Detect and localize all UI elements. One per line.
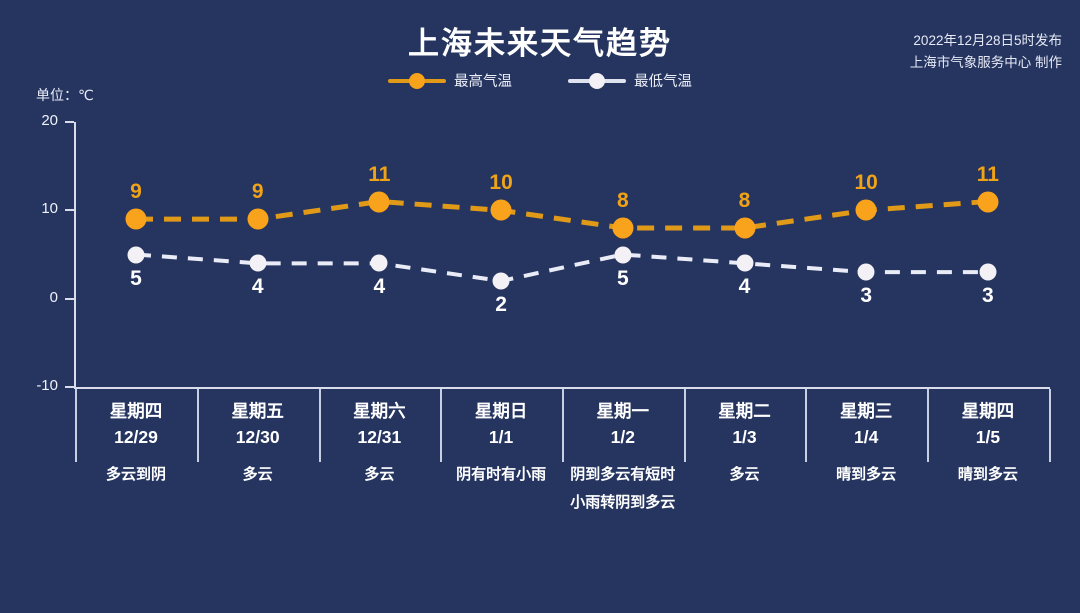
data-point-low: [370, 254, 388, 272]
y-tick-mark: [65, 297, 74, 300]
data-point-high: [126, 209, 146, 229]
day-condition-label: 晴到多云: [957, 466, 1018, 483]
x-axis-line: [74, 387, 1050, 389]
data-point-high: [978, 192, 998, 211]
day-condition-label: 阴有时有小雨: [456, 466, 547, 483]
y-tick-label: 20: [41, 112, 58, 129]
day-weekday-label: 星期二: [718, 401, 771, 421]
day-column: 星期一 1/2 阴到多云有短时小雨转阴到多云: [562, 398, 683, 517]
day-column: 星期日 1/1 阴有时有小雨: [441, 398, 562, 489]
data-label-high: 11: [976, 162, 999, 186]
data-point-low: [736, 254, 753, 272]
data-point-high: [248, 209, 268, 229]
day-date-label: 12/30: [235, 427, 280, 447]
data-point-low: [249, 254, 267, 272]
day-date-label: 1/2: [610, 427, 635, 447]
day-weekday-label: 星期四: [109, 401, 163, 421]
y-tick-label: 0: [49, 288, 58, 306]
day-column: 星期六 12/31 多云: [319, 398, 440, 489]
data-label-low: 4: [251, 275, 264, 299]
day-weekday-label: 星期五: [231, 401, 284, 421]
issue-time: 2022年12月28日5时发布: [913, 33, 1062, 48]
data-label-high: 8: [616, 189, 629, 212]
day-date-label: 1/5: [975, 427, 1001, 447]
data-label-high: 10: [489, 171, 513, 195]
day-condition-label: 晴到多云: [836, 466, 897, 483]
producer-name: 上海市气象服务中心 制作: [909, 55, 1062, 70]
data-point-low: [492, 272, 510, 290]
data-label-low: 4: [738, 275, 751, 299]
legend-item-high: 最高气温: [388, 70, 512, 91]
data-point-high: [369, 192, 389, 211]
day-separator: [318, 389, 321, 462]
line-dot-marker-icon-high: [388, 72, 446, 89]
day-separator: [1048, 389, 1051, 462]
data-label-low: 5: [130, 266, 142, 290]
y-tick-mark: [65, 209, 74, 212]
day-separator: [805, 389, 808, 462]
y-tick-mark: [65, 386, 74, 388]
page-title: 上海未来天气趋势: [408, 26, 672, 61]
day-condition-label: 多云: [729, 466, 760, 483]
day-weekday-label: 星期日: [474, 401, 528, 421]
day-condition-label: 多云到阴: [105, 466, 166, 483]
day-weekday-label: 星期六: [353, 401, 406, 421]
day-date-label: 1/1: [488, 427, 514, 447]
y-tick-mark: [65, 121, 74, 123]
y-axis-line: [74, 122, 76, 388]
day-column: 星期五 12/30 多云: [197, 398, 318, 489]
day-date-label: 12/31: [357, 427, 402, 447]
data-point-high: [491, 200, 511, 220]
day-weekday-label: 星期三: [839, 401, 893, 421]
data-point-high: [856, 200, 876, 220]
day-weekday-label: 星期一: [596, 401, 650, 421]
day-separator: [927, 389, 930, 462]
day-column: 星期四 12/29 多云到阴: [76, 398, 197, 489]
y-axis-unit-label: 单位：℃: [36, 87, 94, 103]
day-separator: [440, 389, 443, 462]
data-point-high: [735, 218, 754, 238]
data-point-high: [613, 218, 633, 238]
data-point-low: [857, 263, 875, 281]
day-column: 星期三 1/4 晴到多云: [806, 398, 927, 489]
day-condition-label: 多云: [242, 466, 273, 483]
data-label-high: 8: [738, 189, 751, 212]
data-label-low: 5: [616, 266, 629, 290]
data-label-high: 9: [130, 180, 142, 204]
data-point-low: [614, 246, 632, 263]
data-label-high: 11: [368, 162, 391, 186]
day-column: 星期四 1/5 晴到多云: [927, 398, 1048, 489]
legend-item-low: 最低气温: [568, 70, 692, 91]
day-separator: [75, 389, 78, 462]
day-date-label: 12/29: [114, 427, 158, 447]
day-separator: [683, 389, 686, 462]
day-condition-label: 多云: [364, 466, 395, 483]
day-separator: [196, 389, 199, 462]
day-date-label: 1/4: [854, 427, 879, 447]
data-point-low: [127, 246, 145, 263]
data-label-high: 10: [854, 171, 878, 195]
data-label-high: 9: [251, 180, 264, 204]
line-dot-marker-icon-low: [568, 72, 626, 89]
issue-info: 2022年12月28日5时发布 上海市气象服务中心 制作: [910, 30, 1062, 74]
day-column: 星期二 1/3 多云: [684, 398, 805, 489]
data-label-low: 3: [860, 284, 873, 308]
day-separator: [561, 389, 564, 462]
data-label-low: 4: [373, 275, 386, 299]
legend-label-high: 最高气温: [454, 74, 512, 90]
legend: 最高气温 最低气温: [0, 70, 1080, 91]
y-tick-label: 10: [41, 200, 58, 218]
day-date-label: 1/3: [732, 427, 757, 447]
legend-label-low: 最低气温: [634, 74, 692, 90]
data-point-low: [979, 263, 997, 281]
data-label-low: 2: [495, 293, 507, 316]
day-weekday-label: 星期四: [961, 401, 1015, 421]
data-label-low: 3: [982, 284, 994, 308]
day-condition-label: 阴到多云有短时小雨转阴到多云: [570, 466, 676, 511]
y-tick-label: -10: [36, 377, 58, 394]
